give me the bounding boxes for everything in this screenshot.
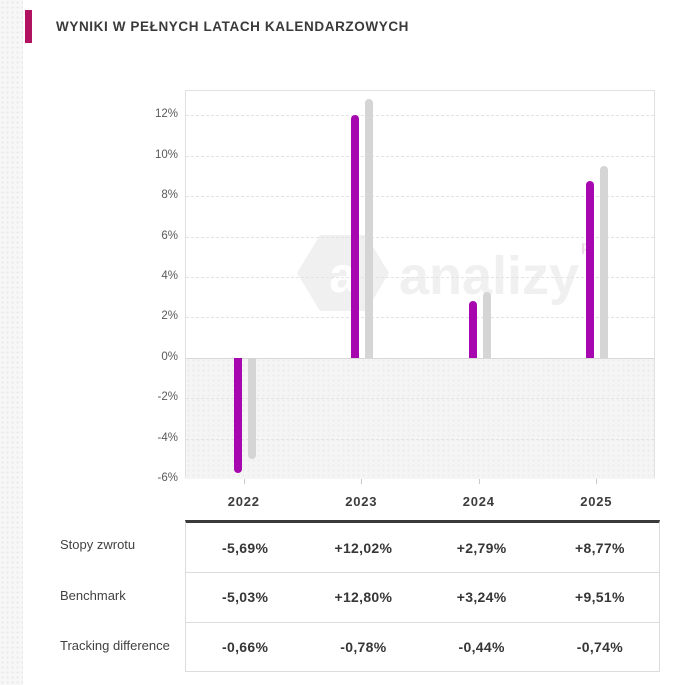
- x-axis-tick: [243, 479, 245, 484]
- table-value-cell: +12,02%: [334, 539, 393, 556]
- table-row-label: Benchmark: [60, 587, 126, 603]
- table-value-cell: +12,80%: [334, 589, 393, 606]
- table-row: -0,66% -0,78% -0,44% -0,74%: [186, 621, 659, 671]
- table-value-cell: -5,03%: [222, 589, 269, 606]
- y-axis-tick-label: 2%: [161, 310, 178, 323]
- gridline: [186, 236, 654, 238]
- bar-fund-2025[interactable]: [586, 180, 595, 358]
- table-row-label: Tracking difference: [60, 638, 170, 654]
- analizy-watermark: aanalizypl: [297, 235, 594, 311]
- bar-chart-plot-area: aanalizypl: [185, 90, 655, 479]
- table-value-cell: +9,51%: [575, 589, 625, 606]
- x-axis-label-2024: 2024: [462, 494, 495, 509]
- bar-fund-2022[interactable]: [233, 357, 242, 473]
- x-axis-label-2025: 2025: [580, 494, 613, 509]
- x-axis-label-2022: 2022: [227, 494, 260, 509]
- table-value-cell: -0,74%: [576, 638, 623, 655]
- bar-benchmark-2025[interactable]: [600, 165, 609, 358]
- table-value-cell: +3,24%: [456, 589, 507, 606]
- page-title: WYNIKI W PEŁNYCH LATACH KALENDARZOWYCH: [56, 19, 410, 34]
- y-axis-tick-label: 0%: [161, 350, 178, 363]
- y-axis-tick-label: 8%: [161, 189, 178, 202]
- gridline: [186, 115, 654, 117]
- y-axis-tick-label: 10%: [154, 148, 178, 161]
- section-header: WYNIKI W PEŁNYCH LATACH KALENDARZOWYCH: [25, 10, 409, 43]
- bar-fund-2023[interactable]: [351, 114, 360, 358]
- table-value-cell: -0,66%: [222, 638, 269, 655]
- y-axis-tick-label: 6%: [161, 229, 178, 242]
- bar-fund-2024[interactable]: [468, 301, 477, 358]
- x-axis-label-2023: 2023: [345, 494, 378, 509]
- x-axis-tick: [478, 479, 480, 484]
- x-axis-tick: [596, 479, 598, 484]
- table-value-cell: +2,79%: [456, 539, 507, 556]
- gridline: [186, 276, 654, 278]
- returns-table: -5,69% +12,02% +2,79% +8,77% -5,03% +12,80% +3…: [185, 520, 660, 672]
- y-axis-tick-label: -2%: [157, 391, 178, 404]
- page-left-edge-strip: [0, 0, 23, 685]
- table-row-label: Stopy zwrotu: [60, 536, 136, 552]
- gridline: [186, 438, 654, 440]
- bar-benchmark-2022[interactable]: [247, 357, 256, 460]
- table-value-cell: -0,78%: [340, 638, 387, 655]
- x-axis-tick: [361, 479, 363, 484]
- table-row-labels: Stopy zwrotu Benchmark Tracking difference: [60, 520, 182, 672]
- y-axis-tick-label: -6%: [157, 472, 178, 484]
- gridline: [186, 196, 654, 198]
- gridline: [186, 155, 654, 157]
- gridline: [186, 317, 654, 319]
- y-axis-tick-label: 12%: [154, 108, 178, 121]
- table-row: -5,69% +12,02% +2,79% +8,77%: [186, 523, 659, 572]
- table-value-cell: -0,44%: [458, 638, 505, 655]
- table-value-cell: +8,77%: [575, 539, 625, 556]
- zero-line: [186, 357, 654, 359]
- y-axis-tick-label: 4%: [161, 269, 178, 282]
- header-accent-bar: [25, 10, 32, 43]
- table-row: -5,03% +12,80% +3,24% +9,51%: [186, 572, 659, 621]
- negative-values-region: [186, 357, 654, 479]
- gridline: [186, 398, 654, 400]
- bar-benchmark-2023[interactable]: [365, 99, 374, 358]
- bar-benchmark-2024[interactable]: [482, 292, 491, 358]
- y-axis-tick-label: -4%: [157, 431, 178, 444]
- table-value-cell: -5,69%: [222, 539, 269, 556]
